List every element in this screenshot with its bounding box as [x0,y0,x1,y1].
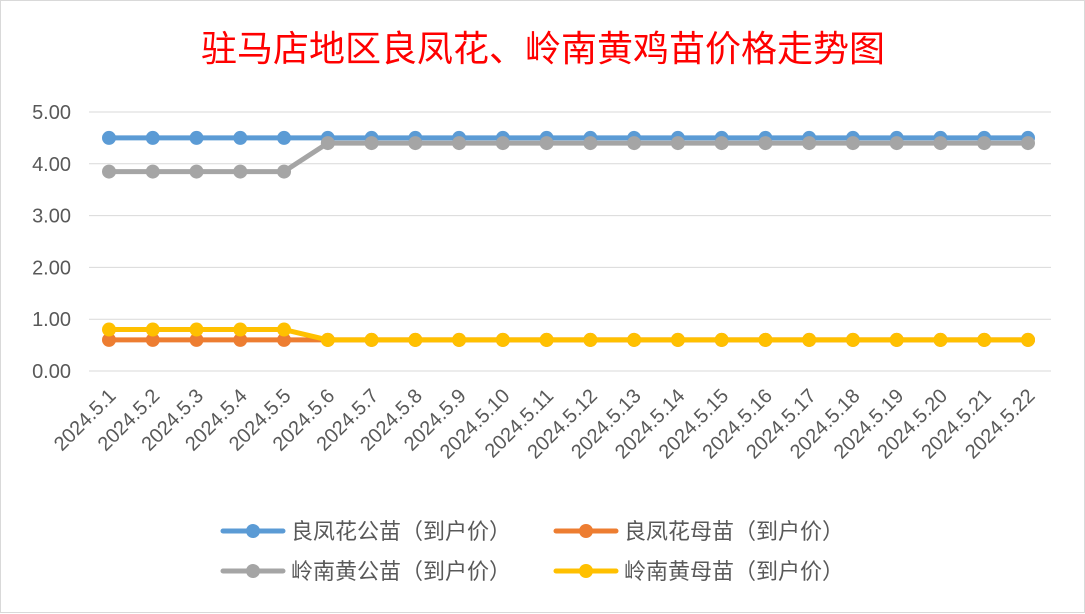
data-point [889,136,904,151]
data-point [583,136,598,151]
legend-item: 岭南黄公苗（到户价） [220,560,511,585]
legend-marker [579,564,593,578]
y-tick-label: 5.00 [32,102,71,124]
data-point [364,136,379,151]
data-point [277,130,292,145]
data-point [145,322,160,337]
data-point [670,332,685,347]
data-point [189,130,204,145]
data-point [1021,332,1035,347]
data-point [233,322,248,337]
series-lines [102,130,1035,347]
data-point [495,332,510,347]
data-point [277,332,292,347]
data-point [189,332,204,347]
data-point [627,136,642,151]
y-tick-label: 4.00 [32,154,71,176]
data-point [539,332,554,347]
data-point [145,130,160,145]
data-point [145,332,160,347]
data-point [233,164,248,179]
data-point [714,332,729,347]
data-point [277,164,292,179]
legend: 良凤花公苗（到户价） 良凤花母苗（到户价） 岭南黄公苗（到户价） 岭南黄母苗（到户价） [220,520,844,585]
gridlines [89,111,1051,372]
data-point [189,322,204,337]
data-point [408,332,423,347]
chart-title: 驻马店地区良凤花、岭南黄鸡苗价格走势图 [201,29,885,70]
data-point [495,136,510,151]
data-point [233,332,248,347]
series-line [106,140,1031,175]
legend-label: 岭南黄公苗（到户价） [291,560,511,585]
series-line [106,327,1031,343]
series-4 [102,322,1035,347]
legend-marker [246,524,260,538]
data-point [102,332,116,347]
data-point [933,136,948,151]
data-point [102,130,116,145]
y-axis-ticks: 0.00 1.00 2.00 3.00 4.00 5.00 [32,102,71,383]
data-point [845,136,860,151]
data-point [714,136,729,151]
y-tick-label: 0.00 [32,361,71,383]
data-point [802,136,817,151]
data-point [802,332,817,347]
x-axis-ticks: 2024.5.12024.5.22024.5.32024.5.42024.5.5… [50,385,1040,463]
y-tick-label: 1.00 [32,309,71,331]
data-point [583,332,598,347]
data-point [758,136,773,151]
data-point [977,136,992,151]
series-3 [102,136,1035,179]
legend-item: 良凤花公苗（到户价） [220,520,511,545]
data-point [452,136,467,151]
y-tick-label: 3.00 [32,206,71,228]
legend-marker [246,564,260,578]
data-point [233,130,248,145]
data-point [408,136,423,151]
data-point [539,136,554,151]
data-point [102,322,116,337]
legend-label: 良凤花母苗（到户价） [624,520,844,545]
data-point [627,332,642,347]
data-point [320,136,335,151]
y-tick-label: 2.00 [32,257,71,279]
data-point [933,332,948,347]
legend-item: 良凤花母苗（到户价） [553,520,844,545]
data-point [977,332,992,347]
legend-label: 良凤花公苗（到户价） [291,520,511,545]
legend-item: 岭南黄母苗（到户价） [553,560,844,585]
data-point [758,332,773,347]
data-point [320,332,335,347]
data-point [1021,136,1035,151]
data-point [189,164,204,179]
legend-label: 岭南黄母苗（到户价） [624,560,844,585]
data-point [364,332,379,347]
legend-marker [579,524,593,538]
data-point [277,322,292,337]
data-point [889,332,904,347]
data-point [102,164,116,179]
data-point [670,136,685,151]
data-point [145,164,160,179]
data-point [452,332,467,347]
data-point [845,332,860,347]
